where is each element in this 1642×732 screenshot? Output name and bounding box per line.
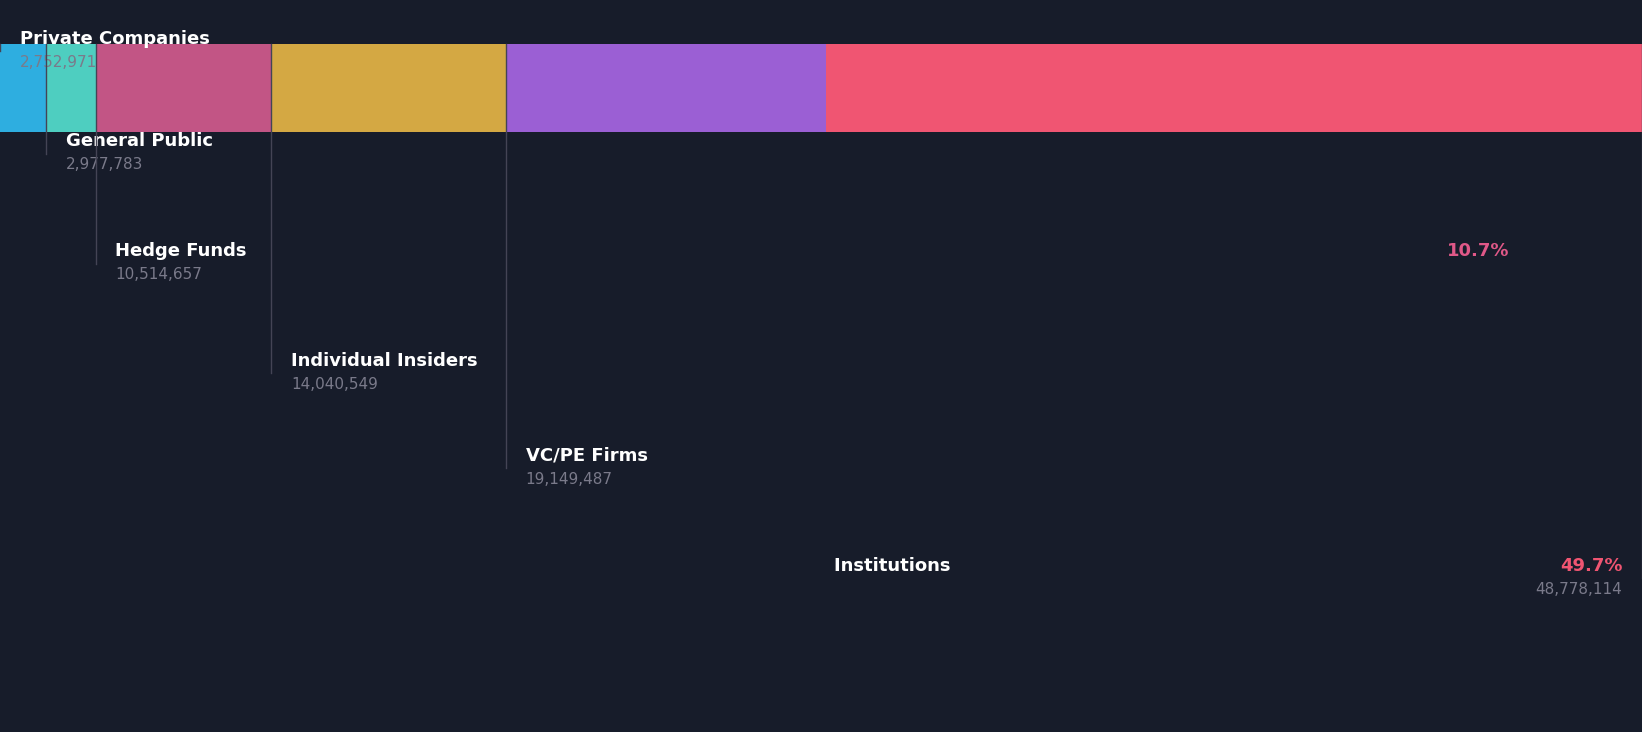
Text: 10,514,657: 10,514,657 xyxy=(115,267,202,282)
Text: Private Companies: Private Companies xyxy=(20,29,215,48)
Text: 14,040,549: 14,040,549 xyxy=(291,377,378,392)
Text: 48,778,114: 48,778,114 xyxy=(1535,582,1622,597)
Bar xyxy=(271,44,506,132)
Text: Individual Insiders: Individual Insiders xyxy=(291,351,484,370)
Bar xyxy=(46,44,95,132)
Text: 2,977,783: 2,977,783 xyxy=(66,157,143,172)
Text: Institutions: Institutions xyxy=(834,556,956,575)
Text: 2,752,971: 2,752,971 xyxy=(20,55,97,70)
Text: General Public: General Public xyxy=(66,132,218,150)
Text: Hedge Funds: Hedge Funds xyxy=(115,242,253,260)
Text: VC/PE Firms: VC/PE Firms xyxy=(525,447,654,465)
Text: 10.7%: 10.7% xyxy=(1447,242,1511,260)
Bar xyxy=(826,44,1642,132)
Text: 19,149,487: 19,149,487 xyxy=(525,472,612,487)
Bar xyxy=(506,44,826,132)
Bar xyxy=(0,44,46,132)
Text: 49.7%: 49.7% xyxy=(1560,556,1622,575)
Bar xyxy=(95,44,271,132)
